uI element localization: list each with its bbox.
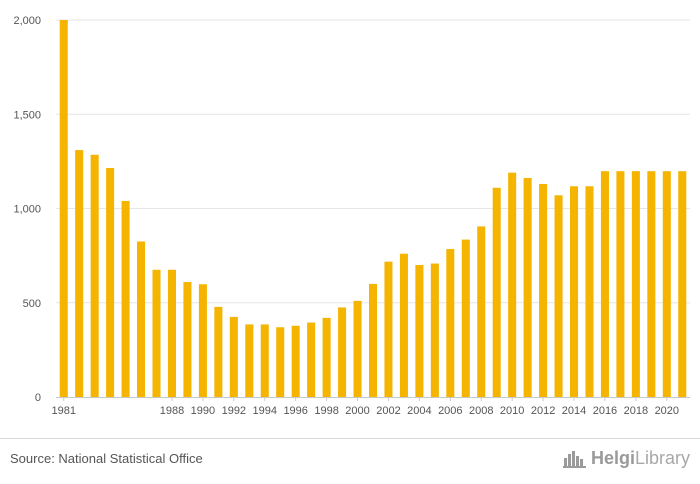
helgi-library-logo[interactable]: Helgi Library	[562, 448, 690, 469]
bar	[539, 183, 548, 397]
bar	[384, 261, 393, 397]
bar	[338, 307, 347, 397]
city-skyline-icon	[562, 450, 586, 468]
bar	[229, 316, 238, 397]
x-tick-label: 1992	[222, 405, 246, 417]
bar	[523, 177, 532, 397]
x-tick-label: 1998	[314, 405, 338, 417]
bar	[508, 172, 517, 397]
x-tick-label: 2008	[469, 405, 493, 417]
y-tick-label: 500	[23, 298, 41, 310]
bar	[152, 269, 161, 397]
y-tick-label: 0	[35, 392, 41, 404]
bar	[368, 283, 378, 397]
x-tick-label: 2014	[562, 405, 586, 417]
x-tick-label: 1994	[253, 405, 277, 417]
bar	[260, 324, 269, 397]
bar	[678, 171, 687, 397]
x-tick-label: 2018	[624, 405, 648, 417]
x-tick-label: 2002	[376, 405, 400, 417]
bar	[446, 249, 455, 397]
x-tick-label: 2004	[407, 405, 431, 417]
bar	[291, 325, 300, 397]
bar	[492, 187, 501, 397]
bar	[307, 322, 316, 397]
y-tick-label: 1,000	[13, 204, 41, 216]
source-note: Source: National Statistical Office	[10, 451, 203, 466]
bar	[214, 306, 223, 397]
bar	[245, 324, 254, 397]
bar	[90, 154, 99, 397]
bar	[631, 171, 640, 397]
bar	[276, 327, 285, 397]
bar	[647, 171, 656, 397]
brand-name-first: Helgi	[590, 448, 635, 468]
bar	[415, 265, 424, 397]
x-tick-label: 2020	[655, 405, 679, 417]
bar	[167, 269, 176, 397]
bar	[662, 171, 671, 397]
bar	[430, 263, 439, 397]
bar	[570, 186, 579, 397]
bar	[121, 200, 130, 397]
x-tick-label: 1981	[51, 405, 75, 417]
bar	[137, 241, 146, 397]
x-tick-label: 2012	[531, 405, 555, 417]
y-tick-label: 2,000	[13, 15, 41, 27]
bar	[554, 195, 563, 397]
footer: Source: National Statistical Office Helg…	[0, 438, 700, 484]
bar	[616, 171, 625, 397]
bar-chart: 0 500 1,000 1,500 2,000 1981 1988 1990 1992 1994 1…	[13, 15, 690, 417]
bar	[322, 317, 331, 397]
bar	[353, 300, 362, 397]
bar	[59, 20, 68, 397]
x-tick-label: 2000	[345, 405, 369, 417]
x-tick-label: 2006	[438, 405, 462, 417]
bar	[106, 167, 115, 397]
x-tick-label: 1990	[191, 405, 215, 417]
bar	[75, 150, 84, 397]
x-tick-label: 2016	[593, 405, 617, 417]
x-tick-label: 1988	[160, 405, 184, 417]
x-tick-label: 2010	[500, 405, 524, 417]
bar	[461, 239, 470, 397]
bar	[600, 171, 609, 397]
x-tick-label: 1996	[283, 405, 307, 417]
bar	[585, 186, 594, 397]
bar	[198, 284, 207, 397]
y-tick-label: 1,500	[13, 109, 41, 121]
bar	[399, 253, 408, 397]
bar	[477, 226, 486, 397]
bar	[183, 282, 192, 397]
brand-name-second: Library	[634, 448, 690, 468]
